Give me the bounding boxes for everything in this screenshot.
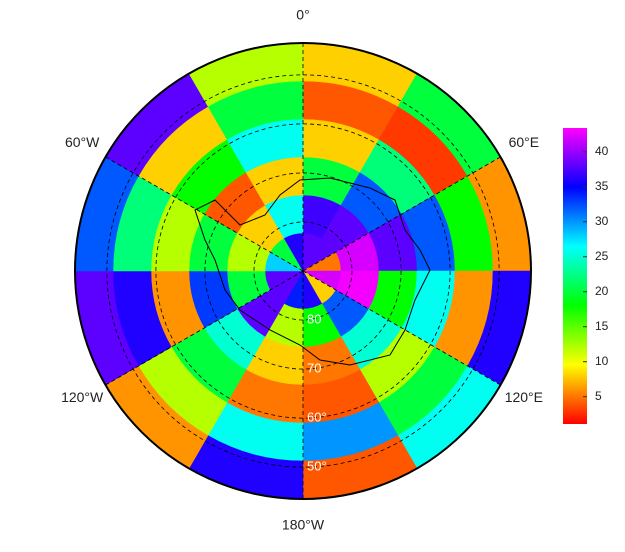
latitude-circle	[155, 123, 451, 419]
latitude-circle	[204, 172, 402, 370]
colorbar-tick-label: 20	[595, 284, 609, 298]
latitude-label: 60°	[307, 410, 327, 425]
latitude-label: 50°	[307, 459, 327, 474]
map-frame	[74, 42, 532, 500]
latitude-circle	[106, 74, 500, 468]
longitude-label: 120°W	[61, 389, 104, 405]
colorbar-tick-label: 15	[595, 319, 609, 333]
latitude-label: 80	[307, 311, 321, 326]
colorbar-tick-label: 30	[595, 214, 609, 228]
colorbar-tick-label: 35	[595, 179, 609, 193]
longitude-label: 60°E	[509, 134, 540, 150]
meridian	[302, 270, 501, 386]
colorbar-tick-label: 25	[595, 249, 609, 263]
meridian	[302, 156, 501, 272]
meridian	[105, 156, 304, 272]
meridian	[105, 270, 304, 386]
longitude-label: 60°W	[65, 134, 100, 150]
longitude-label: 0°	[296, 7, 309, 23]
longitude-label: 180°W	[282, 517, 325, 533]
colorbar-tick-label: 40	[595, 144, 609, 158]
colorbar	[563, 128, 587, 424]
longitude-label: 120°E	[505, 389, 543, 405]
graticule: 80 70 60° 50°	[105, 43, 501, 499]
latitude-label: 70	[307, 361, 321, 376]
colorbar-tick-label: 10	[595, 354, 609, 368]
coastline	[194, 177, 431, 366]
colorbar-tick-label: 5	[595, 389, 602, 403]
latitude-circle	[253, 221, 353, 321]
